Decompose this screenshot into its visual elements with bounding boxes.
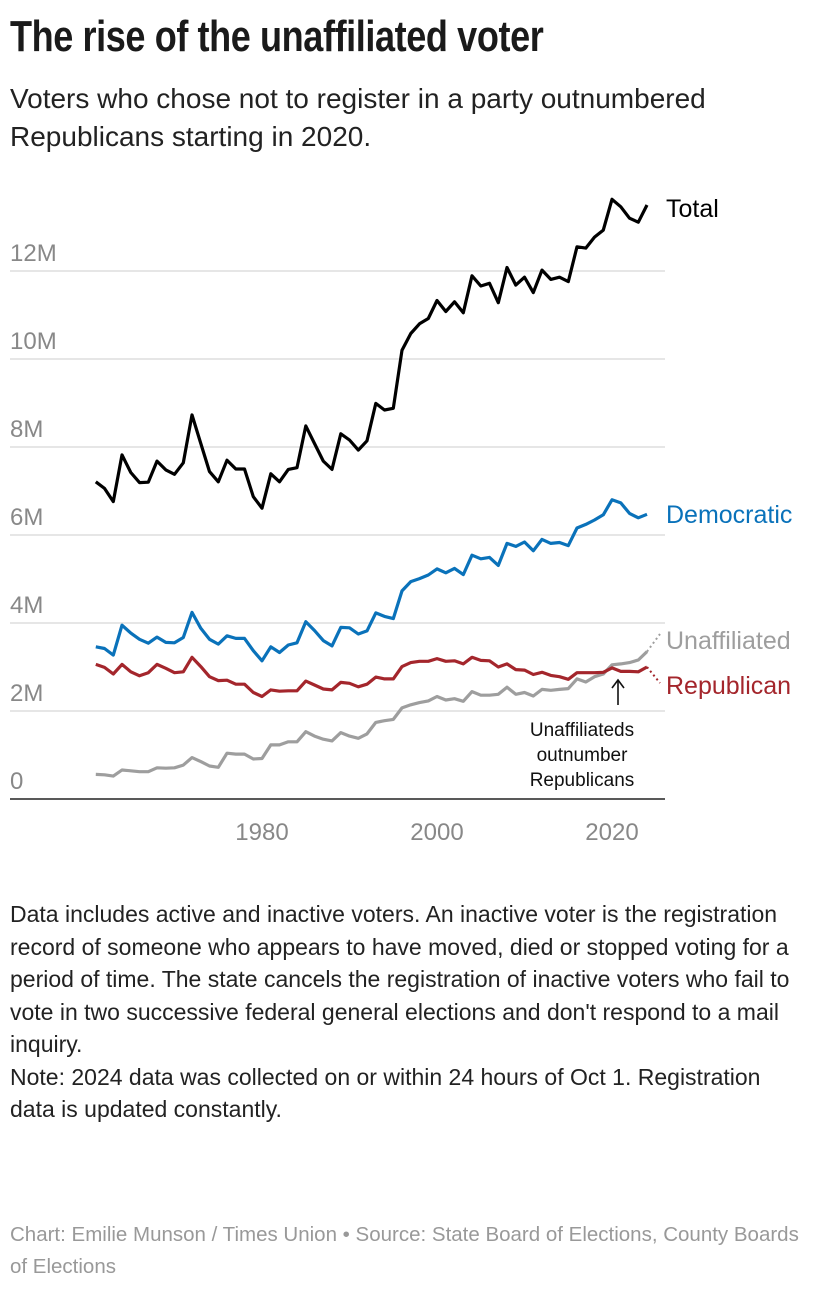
x-tick-label: 1980 [235, 819, 288, 846]
series-label-unaffiliated: Unaffiliated [666, 627, 791, 655]
series-line-republican [95, 655, 648, 699]
notes-paragraph: Data includes active and inactive voters… [10, 901, 790, 1057]
series-line-unaffiliated [95, 650, 649, 778]
series-line-total [94, 197, 649, 510]
y-tick-label: 8M [10, 416, 43, 443]
series-line-democratic [95, 498, 648, 663]
gridlines: 0 2M 4M 6M 8M 10M 12M 1980 2000 2020 [10, 240, 665, 846]
y-tick-label: 0 [10, 768, 23, 795]
y-tick-label: 6M [10, 504, 43, 531]
annotation-text: Republicans [530, 770, 635, 791]
series-labels: Total Democratic Unaffiliated Republican [666, 195, 792, 700]
leader-line [646, 633, 661, 653]
arrow-head-icon [611, 678, 625, 689]
chart-title: The rise of the unaffiliated voter [10, 12, 544, 61]
annotation-text: Unaffiliateds [530, 720, 634, 741]
y-tick-label: 4M [10, 592, 43, 619]
series-label-democratic: Democratic [666, 501, 792, 529]
x-tick-label: 2000 [410, 819, 463, 846]
annotation: Unaffiliateds outnumber Republicans [530, 678, 635, 791]
annotation-text: outnumber [537, 745, 629, 766]
series-lines [94, 197, 661, 778]
x-tick-label: 2020 [585, 819, 638, 846]
y-tick-label: 12M [10, 240, 57, 267]
chart-notes: Data includes active and inactive voters… [10, 898, 800, 1126]
line-chart: 0 2M 4M 6M 8M 10M 12M 1980 2000 2020 Total Democra… [10, 195, 792, 846]
y-tick-label: 10M [10, 328, 57, 355]
leader-line [646, 666, 661, 684]
series-label-republican: Republican [666, 672, 791, 700]
series-label-total: Total [666, 195, 719, 223]
chart-credit: Chart: Emilie Munson / Times Union • Sou… [10, 1223, 799, 1278]
chart-subtitle: Voters who chose not to register in a pa… [10, 83, 706, 152]
notes-2024: Note: 2024 data was collected on or with… [10, 1063, 761, 1123]
y-tick-label: 2M [10, 680, 43, 707]
